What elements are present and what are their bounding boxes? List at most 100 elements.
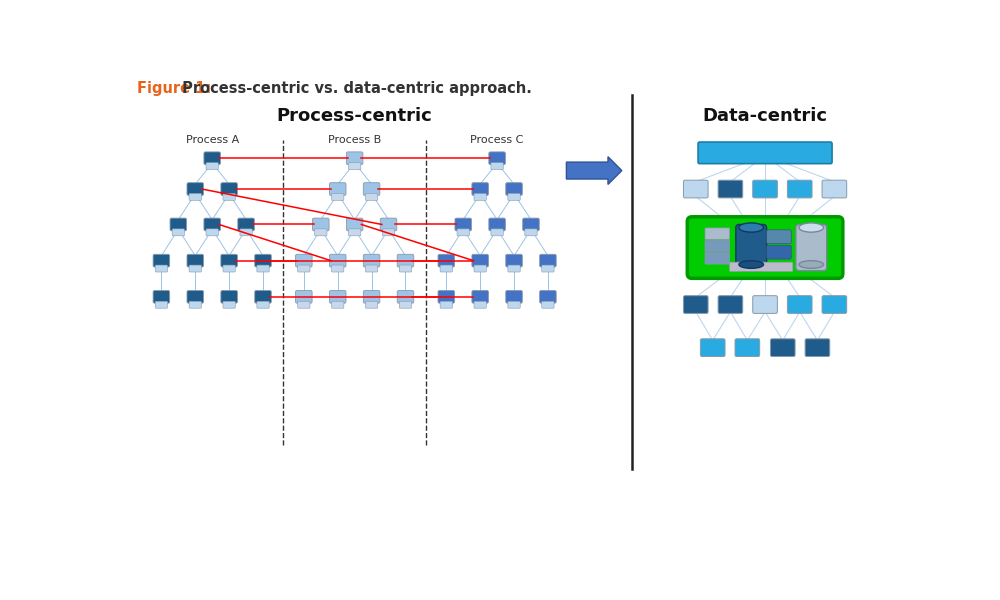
FancyBboxPatch shape xyxy=(382,229,395,236)
FancyBboxPatch shape xyxy=(240,229,252,236)
FancyBboxPatch shape xyxy=(348,229,361,236)
FancyBboxPatch shape xyxy=(187,182,204,196)
FancyBboxPatch shape xyxy=(730,262,793,271)
FancyBboxPatch shape xyxy=(363,254,380,267)
FancyBboxPatch shape xyxy=(153,254,170,267)
FancyBboxPatch shape xyxy=(153,290,170,303)
FancyBboxPatch shape xyxy=(332,301,344,308)
FancyBboxPatch shape xyxy=(346,152,363,164)
FancyBboxPatch shape xyxy=(787,296,812,313)
Text: Process C: Process C xyxy=(470,135,524,145)
FancyBboxPatch shape xyxy=(204,152,220,164)
FancyBboxPatch shape xyxy=(718,180,743,198)
FancyBboxPatch shape xyxy=(365,301,378,308)
FancyBboxPatch shape xyxy=(397,290,414,303)
FancyBboxPatch shape xyxy=(312,218,329,231)
FancyBboxPatch shape xyxy=(822,296,847,313)
FancyBboxPatch shape xyxy=(296,254,312,267)
Ellipse shape xyxy=(799,260,824,268)
FancyBboxPatch shape xyxy=(255,290,271,303)
FancyBboxPatch shape xyxy=(489,152,505,164)
Text: Process-centric vs. data-centric approach.: Process-centric vs. data-centric approac… xyxy=(177,81,532,96)
Text: Process A: Process A xyxy=(186,135,239,145)
Ellipse shape xyxy=(739,260,764,268)
FancyBboxPatch shape xyxy=(155,301,168,308)
FancyBboxPatch shape xyxy=(523,218,539,231)
FancyBboxPatch shape xyxy=(380,218,397,231)
FancyBboxPatch shape xyxy=(329,254,346,267)
FancyBboxPatch shape xyxy=(491,229,503,236)
FancyBboxPatch shape xyxy=(223,265,235,272)
FancyBboxPatch shape xyxy=(506,290,522,303)
FancyBboxPatch shape xyxy=(700,339,725,356)
FancyBboxPatch shape xyxy=(735,339,760,356)
FancyBboxPatch shape xyxy=(332,193,344,200)
FancyBboxPatch shape xyxy=(796,224,827,271)
FancyBboxPatch shape xyxy=(329,182,346,196)
FancyBboxPatch shape xyxy=(363,182,380,196)
FancyBboxPatch shape xyxy=(397,254,414,267)
FancyBboxPatch shape xyxy=(455,218,471,231)
FancyBboxPatch shape xyxy=(348,163,361,170)
FancyBboxPatch shape xyxy=(257,301,269,308)
FancyBboxPatch shape xyxy=(718,296,743,313)
FancyBboxPatch shape xyxy=(255,254,271,267)
FancyBboxPatch shape xyxy=(787,180,812,198)
FancyBboxPatch shape xyxy=(683,296,708,313)
FancyBboxPatch shape xyxy=(206,229,218,236)
FancyArrow shape xyxy=(566,157,622,184)
FancyBboxPatch shape xyxy=(438,290,455,303)
FancyBboxPatch shape xyxy=(399,301,412,308)
FancyBboxPatch shape xyxy=(206,163,218,170)
FancyBboxPatch shape xyxy=(363,290,380,303)
FancyBboxPatch shape xyxy=(472,254,488,267)
FancyBboxPatch shape xyxy=(457,229,469,236)
FancyBboxPatch shape xyxy=(189,193,201,200)
FancyBboxPatch shape xyxy=(257,265,269,272)
FancyBboxPatch shape xyxy=(506,182,522,196)
FancyBboxPatch shape xyxy=(223,193,235,200)
FancyBboxPatch shape xyxy=(705,253,730,264)
Ellipse shape xyxy=(799,223,824,232)
FancyBboxPatch shape xyxy=(767,245,791,259)
FancyBboxPatch shape xyxy=(204,218,220,231)
FancyBboxPatch shape xyxy=(346,218,363,231)
FancyBboxPatch shape xyxy=(540,254,556,267)
FancyBboxPatch shape xyxy=(508,265,520,272)
FancyBboxPatch shape xyxy=(399,265,412,272)
FancyBboxPatch shape xyxy=(221,290,237,303)
FancyBboxPatch shape xyxy=(489,218,505,231)
FancyBboxPatch shape xyxy=(687,217,843,278)
FancyBboxPatch shape xyxy=(155,265,168,272)
FancyBboxPatch shape xyxy=(474,301,486,308)
FancyBboxPatch shape xyxy=(474,193,486,200)
FancyBboxPatch shape xyxy=(698,142,832,164)
FancyBboxPatch shape xyxy=(189,265,201,272)
FancyBboxPatch shape xyxy=(705,228,730,239)
FancyBboxPatch shape xyxy=(472,290,488,303)
FancyBboxPatch shape xyxy=(365,265,378,272)
Text: Process B: Process B xyxy=(328,135,381,145)
Text: Figure 1:: Figure 1: xyxy=(137,81,211,96)
FancyBboxPatch shape xyxy=(332,265,344,272)
FancyBboxPatch shape xyxy=(540,290,556,303)
Ellipse shape xyxy=(739,223,764,232)
FancyBboxPatch shape xyxy=(770,339,795,356)
FancyBboxPatch shape xyxy=(329,290,346,303)
FancyBboxPatch shape xyxy=(474,265,486,272)
FancyBboxPatch shape xyxy=(805,339,830,356)
FancyBboxPatch shape xyxy=(172,229,184,236)
FancyBboxPatch shape xyxy=(365,193,378,200)
FancyBboxPatch shape xyxy=(223,301,235,308)
FancyBboxPatch shape xyxy=(187,290,204,303)
FancyBboxPatch shape xyxy=(221,182,237,196)
FancyBboxPatch shape xyxy=(440,265,452,272)
FancyBboxPatch shape xyxy=(767,230,791,244)
FancyBboxPatch shape xyxy=(506,254,522,267)
FancyBboxPatch shape xyxy=(189,301,201,308)
FancyBboxPatch shape xyxy=(491,163,503,170)
FancyBboxPatch shape xyxy=(525,229,537,236)
FancyBboxPatch shape xyxy=(438,254,455,267)
FancyBboxPatch shape xyxy=(298,301,310,308)
FancyBboxPatch shape xyxy=(542,265,554,272)
